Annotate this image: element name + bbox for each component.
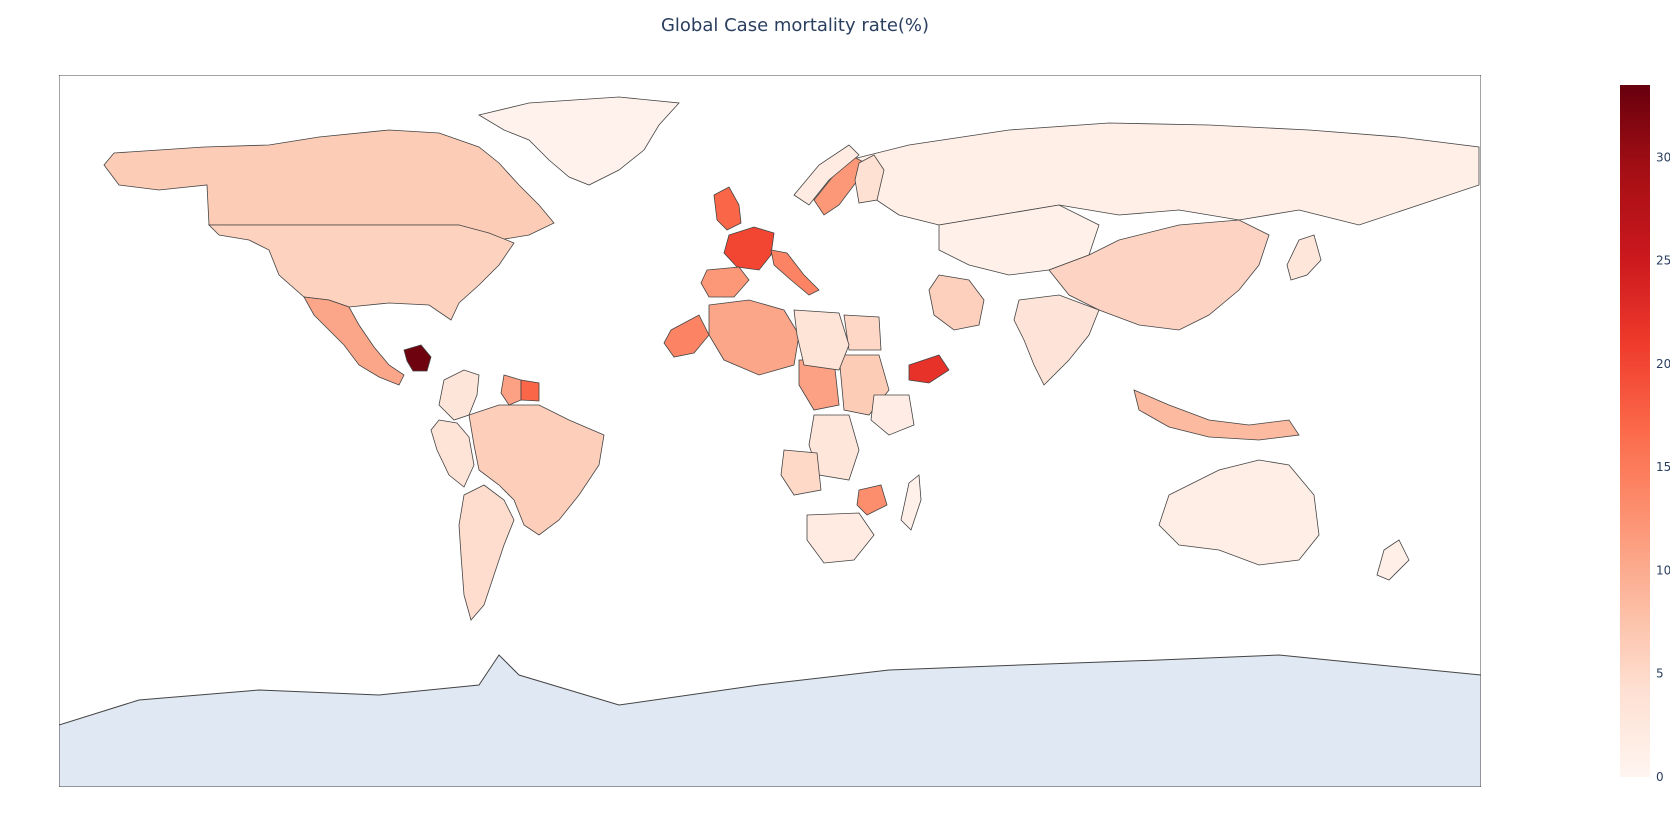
region-western-sahara[interactable]: [663, 314, 710, 358]
region-japan[interactable]: [1286, 234, 1322, 281]
region-italy[interactable]: [770, 249, 820, 296]
region-france[interactable]: [723, 226, 775, 271]
colorbar-tick-label: 25: [1656, 254, 1670, 268]
region-yemen[interactable]: [908, 354, 950, 384]
region-brazil[interactable]: [468, 404, 605, 536]
region-indonesia[interactable]: [1133, 389, 1300, 441]
region-libya[interactable]: [793, 309, 850, 371]
region-egypt[interactable]: [843, 314, 882, 351]
region-norway[interactable]: [793, 144, 860, 206]
colorbar-tick-label: 5: [1656, 667, 1664, 681]
region-algeria[interactable]: [708, 299, 800, 376]
region-zimbabwe[interactable]: [856, 484, 888, 516]
region-dr-congo[interactable]: [808, 414, 860, 481]
region-madagascar[interactable]: [900, 474, 922, 531]
region-argentina[interactable]: [458, 484, 515, 621]
region-south-africa[interactable]: [806, 512, 875, 564]
region-peru[interactable]: [430, 419, 475, 488]
region-finland[interactable]: [854, 154, 885, 204]
region-guyana[interactable]: [500, 374, 522, 406]
region-angola[interactable]: [780, 449, 822, 496]
region-mexico[interactable]: [303, 296, 405, 386]
world-choropleth-map[interactable]: [59, 75, 1481, 787]
region-nicaragua[interactable]: [403, 344, 432, 372]
region-india[interactable]: [1013, 294, 1100, 386]
region-united-kingdom[interactable]: [713, 186, 742, 231]
colorbar-tick-label: 10: [1656, 563, 1670, 577]
region-antarctica[interactable]: [59, 654, 1481, 787]
region-suriname[interactable]: [520, 379, 540, 402]
region-greenland[interactable]: [477, 96, 680, 186]
colorbar-tick-label: 20: [1656, 357, 1670, 371]
colorbar-tick-label: 30: [1656, 150, 1670, 164]
region-ethiopia[interactable]: [870, 394, 915, 436]
region-united-states[interactable]: [208, 224, 515, 321]
region-colombia[interactable]: [438, 369, 480, 421]
colorbar-tick-label: 15: [1656, 460, 1670, 474]
colorbar: 0 5 10 15 20 25 30: [1620, 85, 1670, 784]
region-iran[interactable]: [928, 274, 985, 331]
region-canada[interactable]: [103, 129, 555, 241]
region-spain[interactable]: [700, 266, 750, 298]
region-new-zealand[interactable]: [1376, 539, 1410, 581]
regions-layer: [59, 96, 1481, 787]
colorbar-ticks: 0 5 10 15 20 25 30: [1656, 150, 1670, 784]
region-australia[interactable]: [1158, 459, 1320, 566]
region-china[interactable]: [1048, 219, 1270, 331]
colorbar-gradient: [1620, 85, 1650, 777]
map-title: Global Case mortality rate(%): [660, 15, 930, 36]
colorbar-tick-label: 0: [1656, 770, 1664, 784]
